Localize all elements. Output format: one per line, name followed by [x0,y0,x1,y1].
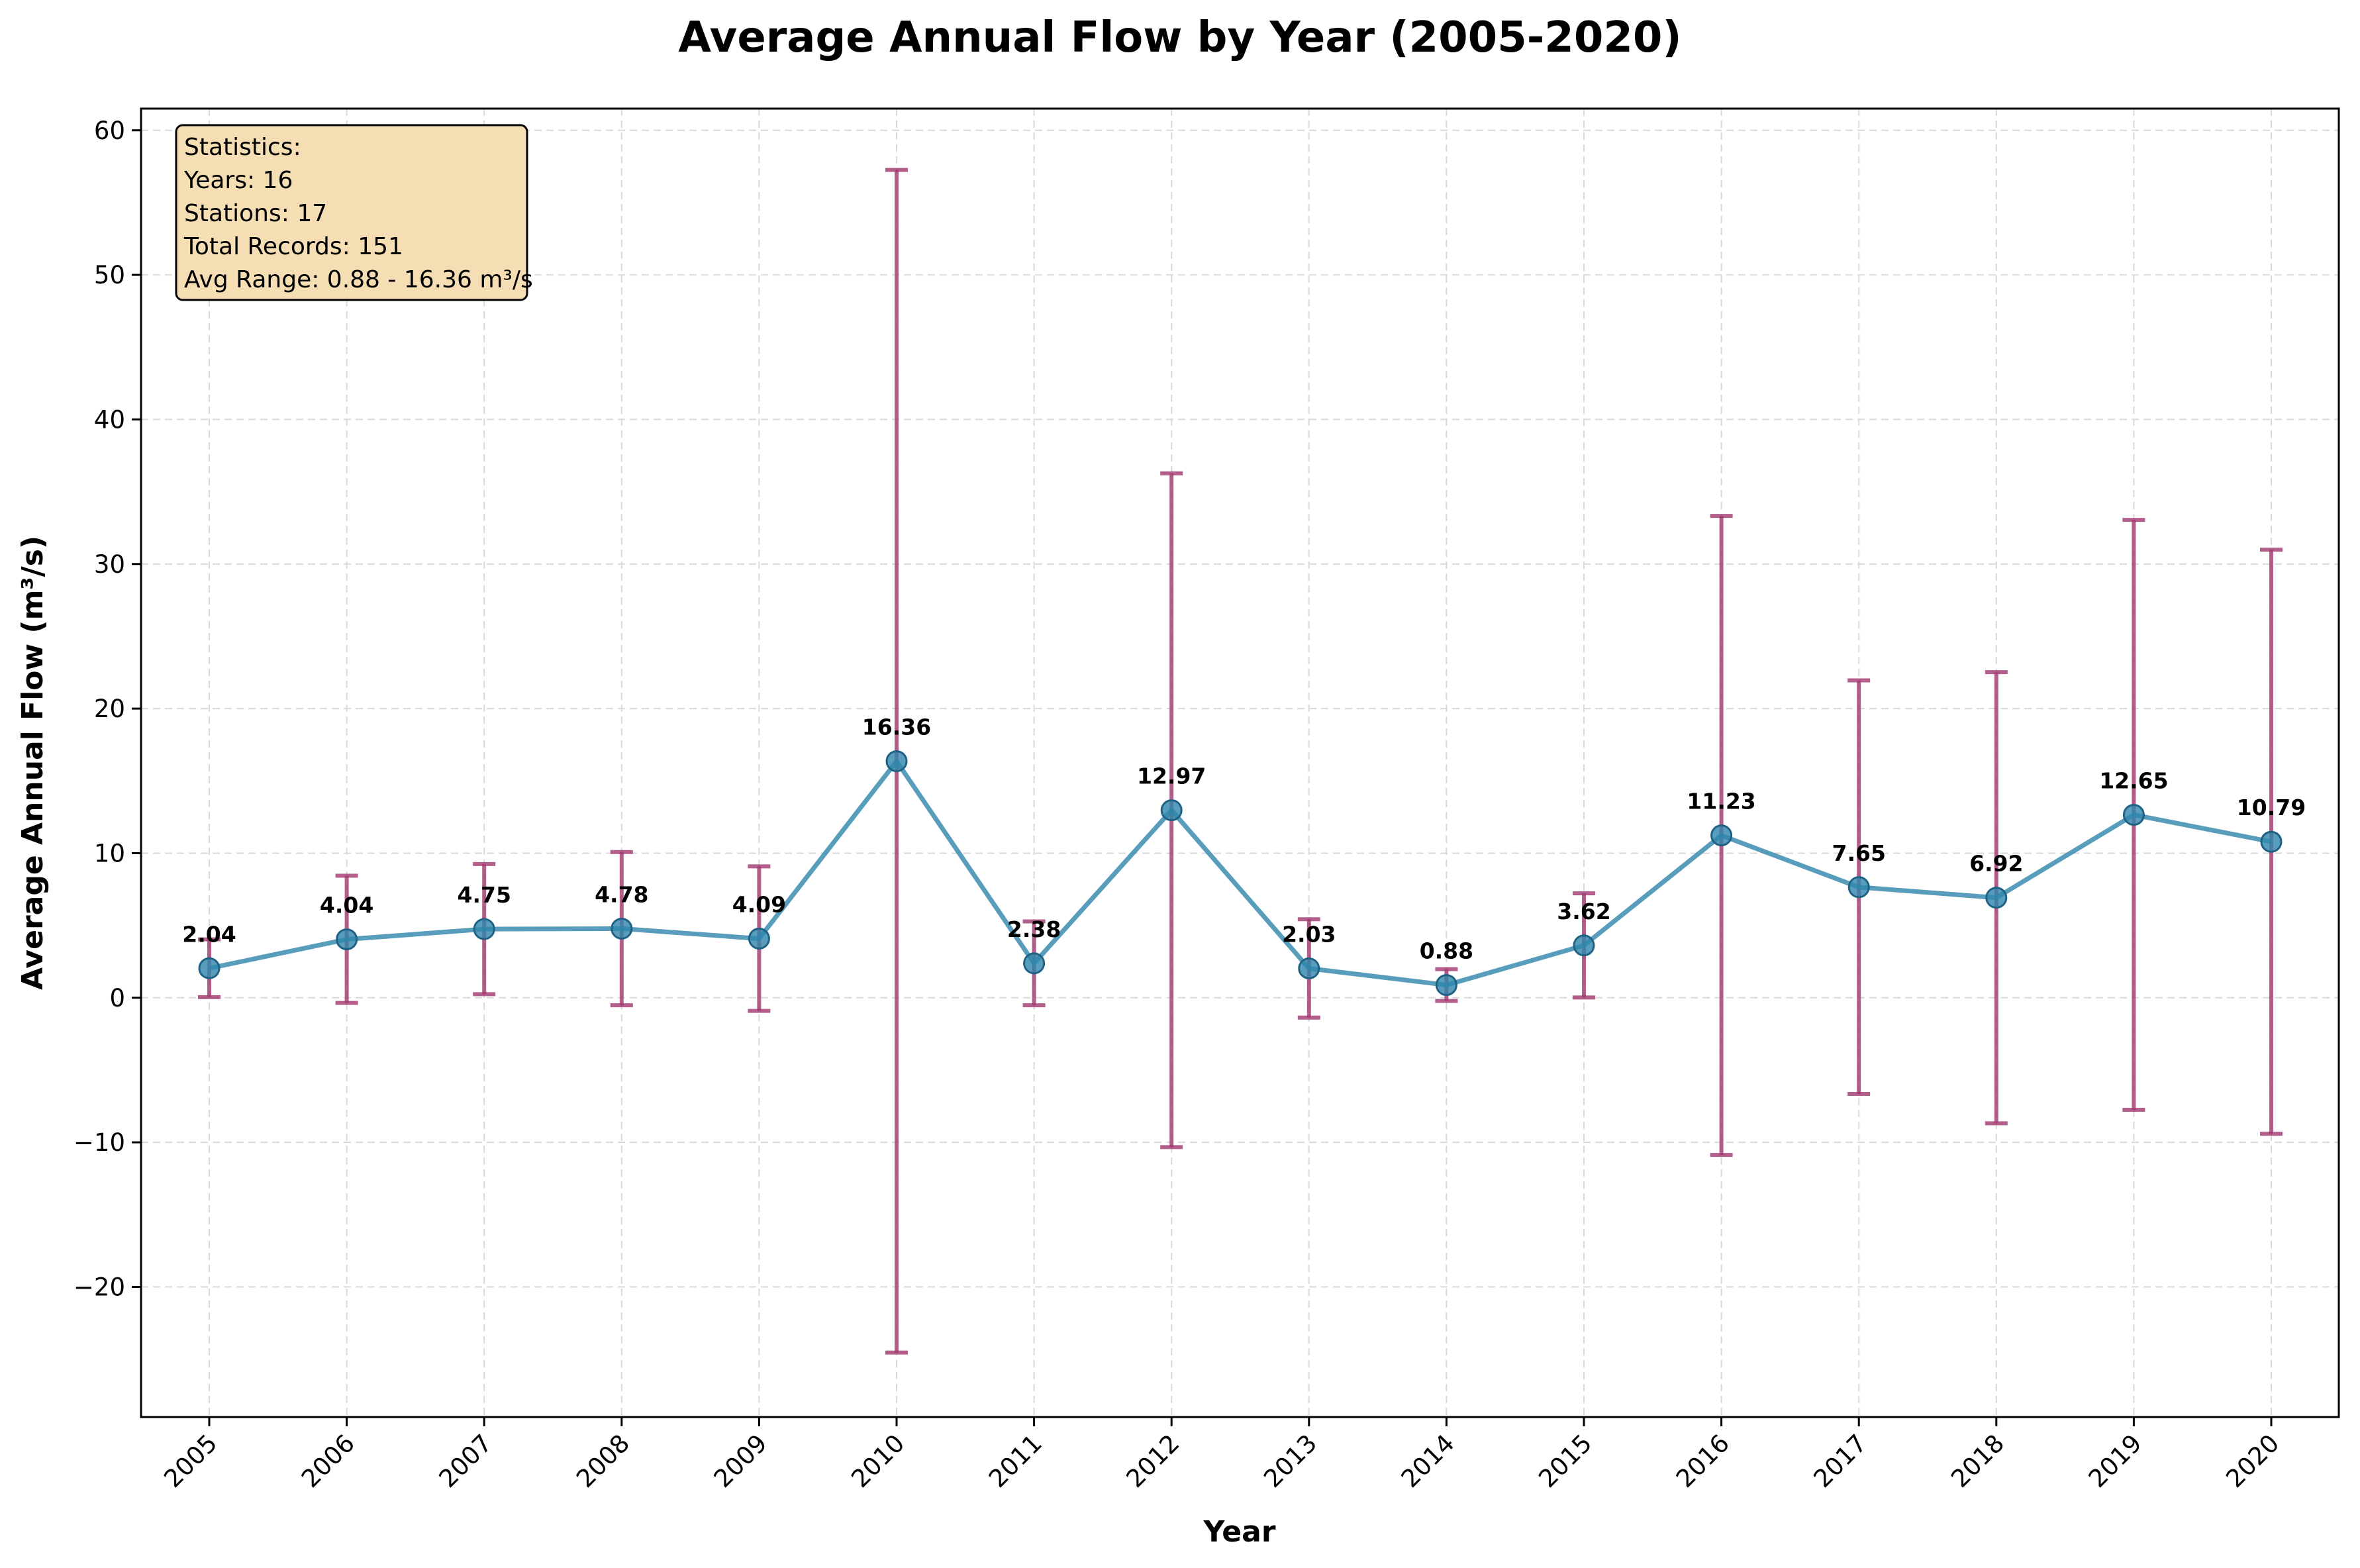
data-point [1298,957,1320,979]
y-tick-label: 40 [94,405,125,434]
data-label: 6.92 [1969,851,2023,877]
data-label: 11.23 [1687,789,1755,814]
plot-area-frame [140,107,2340,1418]
data-point [1710,824,1733,847]
data-label: 0.88 [1420,938,1473,964]
data-point [748,928,770,950]
data-point [2260,830,2283,853]
y-tick-label: −10 [74,1128,125,1157]
data-label: 2.38 [1007,916,1061,942]
statistics-box-background [175,124,528,301]
statistics-years: Years: 16 [183,167,293,194]
y-tick-label: 30 [94,550,125,579]
data-point [198,957,221,979]
data-label: 2.03 [1282,921,1336,947]
x-axis-label: Year [1203,1515,1275,1549]
data-point [885,750,908,773]
data-label: 2.04 [182,921,236,947]
data-label: 12.97 [1137,763,1206,789]
y-tick-label: −20 [74,1273,125,1301]
data-point [611,917,633,940]
data-label: 12.65 [2099,768,2168,794]
data-point [1023,952,1046,975]
data-point [473,918,495,940]
statistics-total-records: Total Records: 151 [183,233,403,260]
series-line [209,759,2272,988]
data-label: 4.75 [457,882,511,908]
data-label: 4.78 [595,881,648,907]
data-point [1847,876,1870,899]
statistics-box: Statistics: Years: 16 Stations: 17 Total… [175,124,533,301]
statistics-stations: Stations: 17 [184,200,327,227]
statistics-heading: Statistics: [184,134,301,161]
y-axis-label: Average Annual Flow (m³/s) [16,536,50,990]
y-tick-label: 20 [94,695,125,723]
data-point [1160,799,1183,822]
data-point [1985,887,2008,909]
data-label: 4.04 [320,893,373,918]
data-label: 7.65 [1832,840,1885,866]
y-tick-label: 50 [94,261,125,289]
data-label: 16.36 [862,714,931,740]
data-point-layer [198,750,2283,997]
chart-title: Average Annual Flow by Year (2005-2020) [678,13,1681,62]
y-tick-label: 0 [109,984,125,1012]
data-point [336,928,358,951]
data-point [2122,804,2145,826]
series-line-layer [209,759,2272,988]
y-tick-layer: −20 −10 0 10 20 30 40 50 60 [74,117,141,1301]
data-label-layer: 2.04 4.04 4.75 4.78 4.09 16.36 2.38 12.97 2.03 0.… [182,714,2306,964]
data-point [1435,974,1457,997]
data-point [1573,934,1595,957]
data-label: 4.09 [732,892,786,918]
y-tick-label: 10 [94,839,125,867]
statistics-avg-range: Avg Range: 0.88 - 16.36 m³/s [184,266,533,293]
y-tick-label: 60 [94,117,125,145]
data-label: 3.62 [1557,899,1610,924]
data-label: 10.79 [2237,795,2306,820]
grid-layer [141,109,2339,1417]
